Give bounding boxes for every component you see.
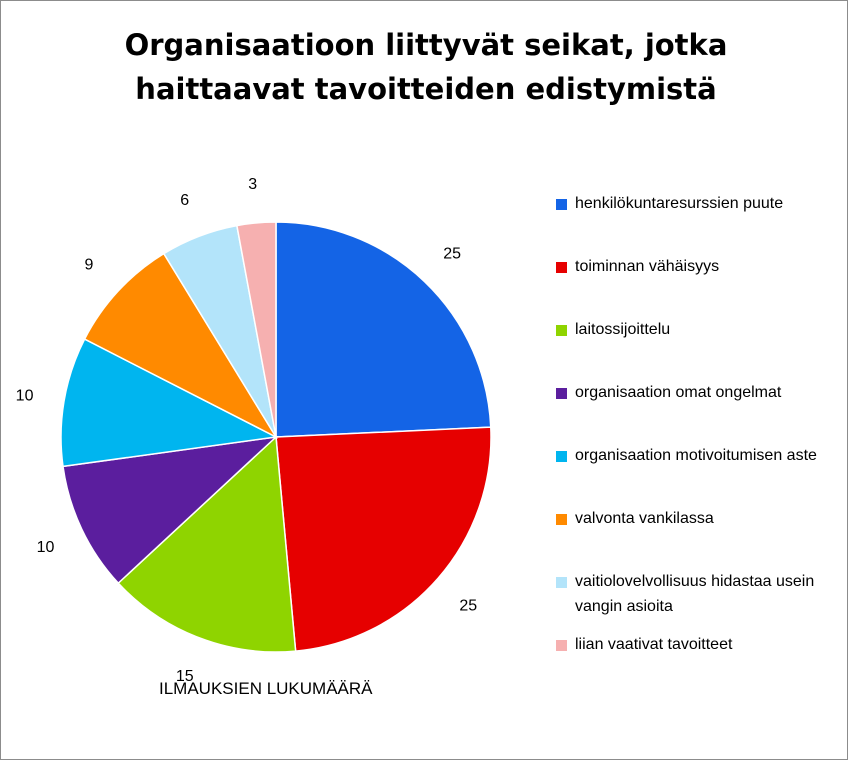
data-label-1: 25 (443, 246, 461, 263)
pie-slice-6 (83, 252, 279, 439)
pie-slice-3 (117, 435, 297, 653)
data-label-5: 10 (16, 387, 34, 404)
legend-label: vaitiolovelvollisuus hidastaa usein vang… (575, 573, 815, 615)
legend-swatch (556, 199, 567, 210)
legend-label: henkilökuntaresurssien puute (575, 195, 784, 212)
legend-label: laitossijoittelu (575, 321, 671, 338)
pie-slice-5 (60, 338, 279, 468)
legend-swatch (556, 577, 567, 588)
x-axis-label: ILMAUKSIEN LUKUMÄÄRÄ (159, 679, 373, 698)
pie-slice-1 (275, 221, 492, 438)
data-label-8: 3 (248, 176, 257, 193)
pie-slice-4 (62, 435, 279, 585)
data-label-6: 9 (84, 257, 93, 274)
legend-swatch (556, 451, 567, 462)
data-label-3: 15 (176, 668, 194, 685)
pie-slice-2 (275, 426, 492, 652)
legend-swatch (556, 514, 567, 525)
data-label-2: 25 (459, 598, 477, 615)
pie-slice-8 (235, 221, 277, 438)
legend-label: organisaation omat ongelmat (575, 384, 782, 401)
legend-swatch (556, 388, 567, 399)
legend-swatch (556, 640, 567, 651)
data-label-7: 6 (180, 192, 189, 209)
legend-swatch (556, 262, 567, 273)
legend-label: toiminnan vähäisyys (575, 258, 720, 275)
chart-title: Organisaatioon liittyvät seikat, jotka h… (124, 28, 728, 106)
legend-swatch (556, 325, 567, 336)
legend-label: valvonta vankilassa (575, 510, 714, 527)
data-label-4: 10 (37, 539, 55, 556)
legend-label: liian vaativat tavoitteet (575, 636, 733, 653)
legend-label: organisaation motivoitumisen aste (575, 447, 817, 464)
